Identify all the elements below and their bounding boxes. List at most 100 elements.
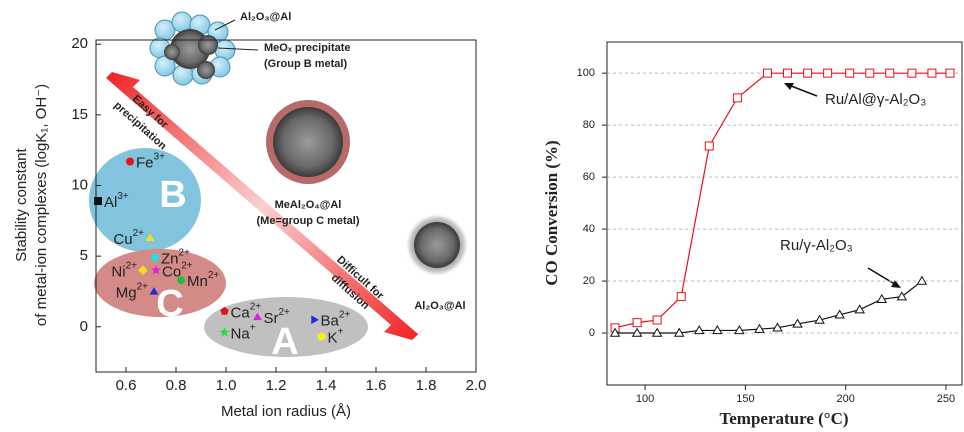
y-tick-label: 20 [71, 35, 88, 52]
y-axis-title: of metal-ion complexes (logK₁, OH⁻) [33, 84, 50, 326]
group-a-region [204, 297, 368, 357]
marker [311, 315, 319, 325]
marker [792, 318, 803, 328]
group-b-region [89, 148, 201, 252]
marker [916, 275, 928, 285]
point-label: K+ [328, 326, 344, 346]
marker [126, 157, 134, 166]
marker [783, 68, 793, 78]
plot-frame [606, 41, 963, 386]
annotation: MeAl₂O₄@Al [275, 199, 342, 211]
core-illustration [273, 107, 343, 177]
ion-symbol: Ca [231, 304, 251, 321]
marker [219, 327, 230, 337]
x-tick-label: 150 [736, 393, 754, 405]
series-label: Ru/γ-Al₂O₃ [780, 237, 853, 254]
marker [885, 68, 895, 78]
marker [896, 291, 908, 301]
marker [652, 315, 662, 325]
group-c-region [94, 249, 226, 317]
annotation: MeOₓ precipitate [264, 42, 351, 54]
marker [676, 292, 686, 302]
point-label: Mn2+ [187, 270, 219, 290]
ion-symbol: Zn [161, 251, 179, 268]
pointer [217, 47, 259, 51]
ion-charge: 2+ [339, 309, 351, 320]
ion-charge: + [338, 326, 344, 337]
marker [151, 253, 159, 262]
point-label: Cu2+ [113, 227, 144, 247]
x-tick-label: 200 [836, 393, 854, 405]
group-letter: A [271, 321, 298, 363]
point-label: Na+ [231, 322, 256, 342]
marker [732, 93, 742, 103]
point-label: Ba2+ [321, 309, 351, 329]
right-chart: Temperature (°C) CO Conversion (%) Ru/Al… [542, 41, 963, 428]
annotation: (Group B metal) [264, 58, 347, 70]
x-tick-label: 250 [937, 393, 955, 405]
marker [220, 306, 229, 315]
marker [632, 318, 642, 328]
ion-symbol: Ba [321, 313, 340, 330]
point-label: Sr2+ [264, 307, 291, 327]
marker [823, 68, 833, 78]
marker [673, 327, 685, 337]
point-label: Ni2+ [111, 260, 137, 280]
marker [94, 197, 102, 206]
marker [945, 68, 955, 78]
x-tick-label: 1.0 [216, 377, 237, 394]
ion-symbol: Fe [136, 154, 154, 171]
ion-charge: 2+ [181, 260, 193, 271]
pointer-head [784, 83, 794, 90]
pointer-head [891, 280, 901, 288]
ion-charge: + [250, 322, 256, 333]
y-tick-label: 5 [80, 247, 88, 264]
annotation: Al₂O₃@Al [240, 11, 291, 23]
y-tick-label: 0 [80, 318, 88, 335]
left-chart: B C A Easy for precipitation Difficult f… [13, 11, 486, 420]
marker [834, 309, 845, 319]
ion-charge: 3+ [117, 191, 129, 202]
marker [138, 265, 148, 276]
marker [762, 68, 772, 78]
ion-charge: 2+ [208, 270, 220, 281]
annotation: (Me=group C metal) [257, 215, 360, 227]
core-illustration [414, 222, 460, 268]
marker [651, 327, 663, 337]
x-tick-label: 100 [636, 393, 654, 405]
y-tick-label: 80 [583, 119, 595, 131]
x-axis-title: Temperature (°C) [719, 409, 848, 428]
ion-charge: 3+ [154, 151, 166, 162]
group-letter: C [156, 283, 183, 325]
ion-symbol: Sr [264, 310, 279, 327]
marker [814, 314, 825, 324]
point-label: Fe3+ [136, 151, 165, 171]
marker [704, 141, 714, 151]
y-tick-label: 40 [583, 223, 595, 235]
x-axis-title: Metal ion radius (Å) [221, 403, 351, 420]
marker [631, 327, 643, 337]
y-tick-label: 100 [577, 67, 595, 79]
x-tick-label: 2.0 [466, 377, 487, 394]
ion-symbol: K [328, 330, 338, 347]
point-label: Al3+ [104, 191, 129, 211]
point-label: Mg2+ [116, 281, 148, 301]
annotation: Al₂O₃@Al [414, 300, 465, 312]
plot-frame [95, 39, 477, 373]
ion-charge: 2+ [133, 227, 145, 238]
marker [907, 68, 917, 78]
ion-symbol: Co [162, 263, 181, 280]
marker [693, 325, 705, 335]
y-tick-label: 10 [71, 176, 88, 193]
ion-charge: 2+ [179, 247, 191, 258]
ion-symbol: Mn [187, 273, 208, 290]
double-arrow [99, 72, 425, 340]
marker [177, 276, 185, 285]
y-axis-title: CO Conversion (%) [542, 140, 561, 285]
x-tick-label: 1.6 [366, 377, 387, 394]
ion-charge: 2+ [250, 301, 262, 312]
marker [865, 68, 875, 78]
y-tick-label: 0 [589, 327, 595, 339]
marker [803, 68, 813, 78]
